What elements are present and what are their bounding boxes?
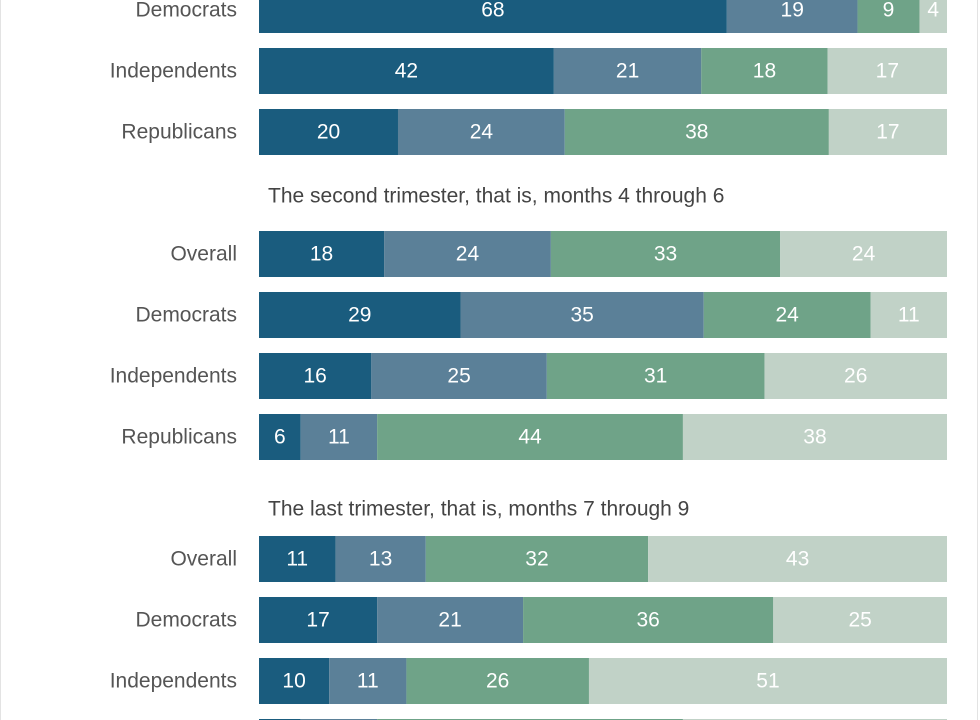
bar-segment <box>377 414 683 460</box>
row-label: Independents <box>110 365 237 388</box>
bar-segment <box>425 536 649 582</box>
data-label: 17 <box>876 121 899 144</box>
bar-segment <box>553 48 702 94</box>
data-label: 18 <box>753 60 776 83</box>
bar-segment <box>335 536 426 582</box>
data-label: 17 <box>306 609 329 632</box>
bar-segment <box>588 658 947 704</box>
section-title: The second trimester, that is, months 4 … <box>268 185 724 208</box>
bar-segment <box>377 597 524 643</box>
data-label: 43 <box>786 548 809 571</box>
data-label: 16 <box>303 365 326 388</box>
data-label: 13 <box>369 548 392 571</box>
data-label: 11 <box>286 548 308 571</box>
bar-segment <box>828 109 947 155</box>
data-label: 35 <box>570 304 593 327</box>
data-label: 11 <box>328 426 350 449</box>
data-label: 24 <box>775 304 799 327</box>
bar-segment <box>259 292 461 338</box>
data-label: 38 <box>685 121 708 144</box>
bar-segment <box>259 231 385 277</box>
bar-segment <box>259 0 727 33</box>
data-label: 20 <box>317 121 340 144</box>
bar-segment <box>259 658 330 704</box>
bar-segment <box>857 0 920 33</box>
data-label: 6 <box>274 426 286 449</box>
row-label: Overall <box>170 243 237 266</box>
bar-segment <box>682 414 947 460</box>
row-label: Overall <box>170 548 237 571</box>
bar-segment <box>726 0 858 33</box>
data-label: 11 <box>357 670 379 693</box>
data-label: 21 <box>616 60 639 83</box>
data-label: 4 <box>927 0 939 22</box>
data-label: 38 <box>803 426 826 449</box>
row-label: Independents <box>110 670 237 693</box>
data-label: 29 <box>348 304 371 327</box>
bar-segment <box>406 658 589 704</box>
data-label: 26 <box>486 670 509 693</box>
bar-segment <box>564 109 829 155</box>
section-title: The last trimester, that is, months 7 th… <box>268 498 689 521</box>
bar-segment <box>648 536 947 582</box>
data-label: 25 <box>447 365 470 388</box>
data-label: 31 <box>644 365 667 388</box>
data-label: 17 <box>876 60 899 83</box>
bar-segment <box>384 231 551 277</box>
bar-segment <box>259 109 398 155</box>
data-label: 18 <box>310 243 333 266</box>
row-label: Independents <box>110 60 237 83</box>
bar-segment <box>780 231 947 277</box>
bar-segment <box>764 353 947 399</box>
row-label: Democrats <box>135 304 237 327</box>
bar-segment <box>259 536 336 582</box>
bar-segment <box>259 353 372 399</box>
data-label: 24 <box>456 243 480 266</box>
bar-segment <box>523 597 774 643</box>
bar-segment <box>703 292 871 338</box>
data-label: 19 <box>781 0 804 22</box>
data-label: 26 <box>844 365 867 388</box>
data-label: 11 <box>898 304 920 327</box>
data-label: 68 <box>481 0 504 22</box>
bar-segment <box>329 658 407 704</box>
data-label: 44 <box>518 426 542 449</box>
bar-segment <box>259 597 378 643</box>
bar-segment <box>460 292 704 338</box>
bar-segment <box>773 597 947 643</box>
row-label: Republicans <box>121 121 237 144</box>
data-label: 25 <box>848 609 871 632</box>
bar-segment <box>550 231 781 277</box>
bar-segment <box>827 48 947 94</box>
data-label: 32 <box>525 548 548 571</box>
bar-segment <box>870 292 947 338</box>
bar-segment <box>546 353 765 399</box>
data-label: 51 <box>756 670 779 693</box>
bar-segment <box>259 48 554 94</box>
data-label: 9 <box>883 0 895 22</box>
bar-segment <box>300 414 378 460</box>
bar-segment <box>371 353 547 399</box>
bar-segment <box>919 0 947 33</box>
bar-segment <box>397 109 565 155</box>
data-label: 10 <box>282 670 305 693</box>
data-label: 24 <box>470 121 494 144</box>
data-label: 36 <box>636 609 659 632</box>
row-label: Democrats <box>135 0 237 22</box>
data-label: 24 <box>852 243 876 266</box>
bar-segment <box>701 48 828 94</box>
row-label: Democrats <box>135 609 237 632</box>
data-label: 33 <box>654 243 677 266</box>
bar-segment <box>259 414 301 460</box>
data-label: 42 <box>395 60 418 83</box>
data-label: 21 <box>438 609 461 632</box>
row-label: Republicans <box>121 426 237 449</box>
